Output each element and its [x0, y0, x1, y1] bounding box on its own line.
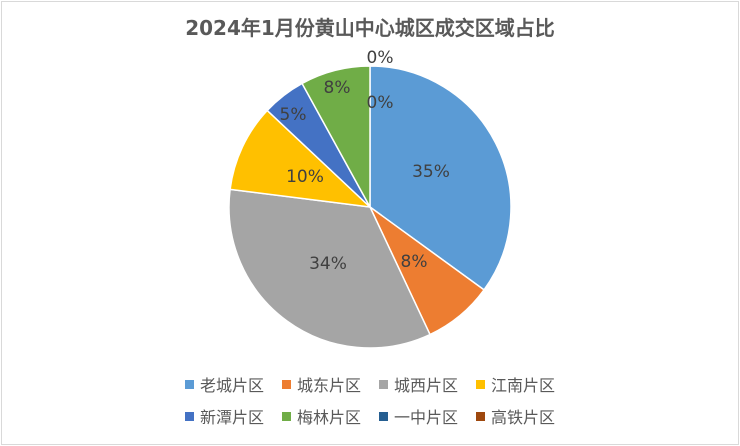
- chart-legend: 老城片区 城东片区 城西片区 江南片区新潭片区 梅林片区 一中片区 高铁片区: [0, 372, 740, 428]
- legend-swatch: [184, 411, 194, 421]
- data-label-6: 8%: [324, 78, 351, 98]
- legend-label: 一中片区: [394, 408, 459, 427]
- data-label-2: 8%: [401, 252, 428, 272]
- legend-item-8: 高铁片区: [476, 404, 555, 428]
- data-label-7: 0%: [367, 93, 394, 113]
- legend-label: 高铁片区: [491, 408, 556, 427]
- data-label-5: 5%: [280, 105, 307, 125]
- legend-swatch: [476, 411, 486, 421]
- legend-item-7: 一中片区: [379, 404, 458, 428]
- legend-swatch: [476, 379, 486, 389]
- legend-label: 城东片区: [296, 376, 361, 395]
- legend-label: 江南片区: [491, 376, 556, 395]
- legend-swatch: [281, 379, 291, 389]
- legend-label: 梅林片区: [296, 408, 361, 427]
- legend-swatch: [379, 411, 388, 421]
- legend-item-2: 城东片区: [281, 372, 361, 396]
- legend-swatch: [184, 379, 194, 389]
- data-label-8: 0%: [367, 48, 394, 68]
- legend-label: 新潭片区: [199, 408, 264, 427]
- legend-swatch: [379, 379, 388, 389]
- legend-item-1: 老城片区: [184, 372, 264, 396]
- pie-slice-4: [229, 109, 373, 209]
- chart-title: 2024年1月份黄山中心城区成交区域占比: [185, 16, 555, 40]
- legend-item-6: 梅林片区: [281, 404, 361, 428]
- data-label-4: 10%: [286, 167, 324, 187]
- legend-row-2: 新潭片区 梅林片区 一中片区 高铁片区: [0, 404, 740, 428]
- legend-row-1: 老城片区 城东片区 城西片区 江南片区: [0, 372, 740, 396]
- data-label-3: 34%: [309, 254, 347, 274]
- pie-slice-3: [228, 188, 432, 349]
- legend-label: 城西片区: [394, 376, 459, 395]
- legend-swatch: [281, 411, 291, 421]
- legend-item-4: 江南片区: [476, 372, 555, 396]
- pie-slice-6: [301, 65, 371, 208]
- legend-item-5: 新潭片区: [184, 404, 264, 428]
- legend-item-3: 城西片区: [379, 372, 458, 396]
- legend-label: 老城片区: [199, 376, 264, 395]
- pie-slice-1: [369, 65, 512, 291]
- data-label-1: 35%: [412, 162, 450, 182]
